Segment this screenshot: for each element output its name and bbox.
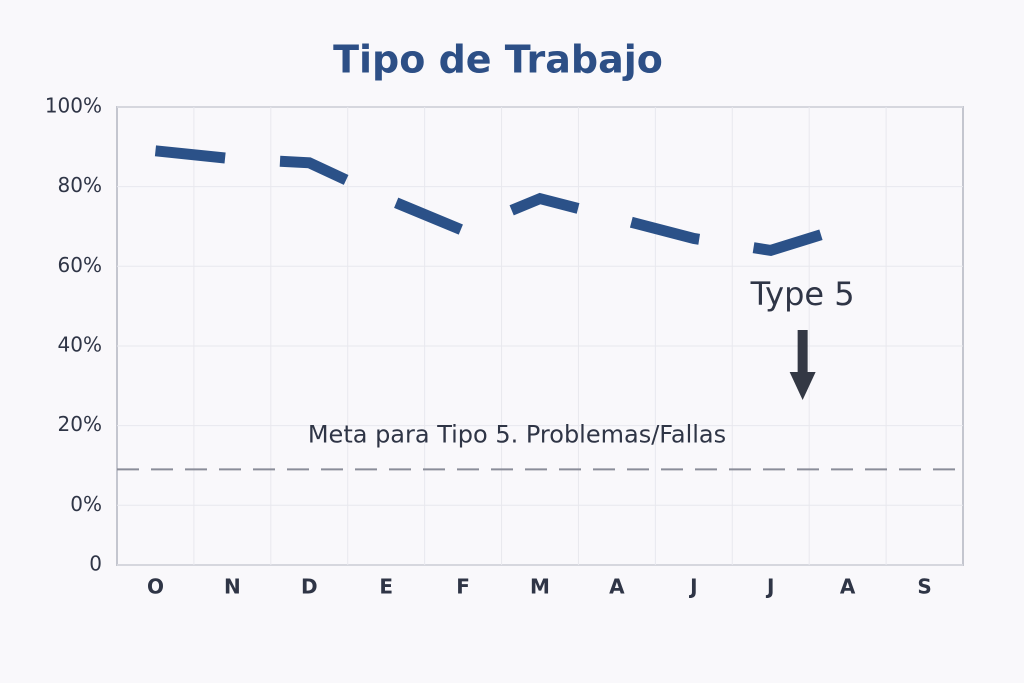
y-tick-label: 60% (58, 253, 102, 277)
x-tick-label: M (530, 575, 550, 599)
annotation: Type 5 (750, 275, 855, 313)
reference-label: Meta para Tipo 5. Problemas/Fallas (308, 420, 726, 448)
y-tick-label: 20% (58, 412, 102, 436)
annotation-arrow-head (789, 372, 816, 400)
x-tick-label: A (840, 575, 856, 599)
x-tick-label: O (147, 575, 164, 599)
y-tick-label: 0 (89, 552, 102, 576)
x-tick-label: S (917, 575, 931, 599)
y-tick-label: 80% (58, 173, 102, 197)
y-tick-label: 100% (45, 94, 102, 118)
x-tick-label: J (688, 575, 697, 599)
plot-frame (116, 106, 964, 566)
x-tick-label: J (765, 575, 774, 599)
chart-title: Tipo de Trabajo (333, 38, 663, 82)
y-tick-label: 0% (70, 492, 102, 516)
x-tick-label: E (379, 575, 393, 599)
x-tick-label: A (609, 575, 625, 599)
y-tick-label: 40% (58, 332, 102, 356)
annotation-arrow-shaft (797, 330, 808, 375)
x-tick-label: N (224, 575, 241, 599)
x-tick-label: D (301, 575, 318, 599)
x-tick-label: F (456, 575, 470, 599)
